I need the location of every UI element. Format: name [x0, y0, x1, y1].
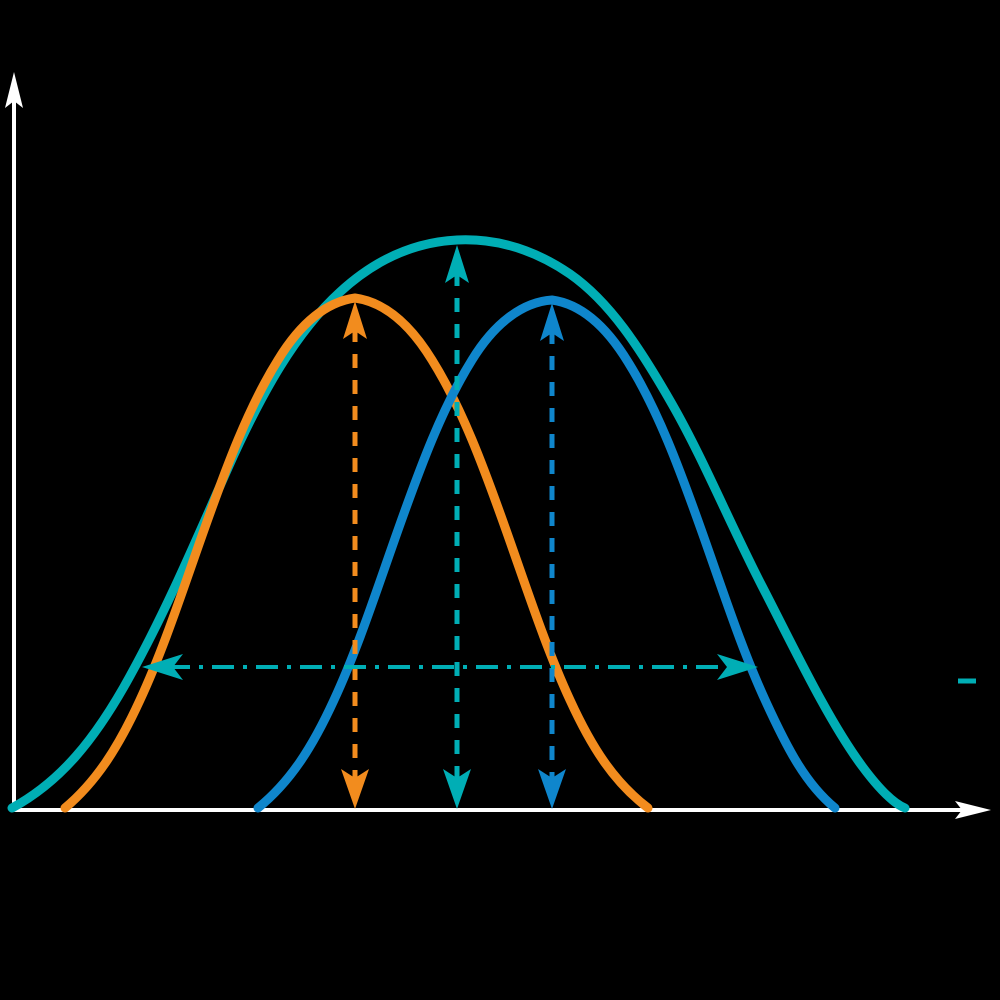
teal-height-arrowhead-up	[445, 245, 469, 283]
teal-height-arrow	[443, 245, 471, 809]
orange-height-arrowhead-up	[343, 301, 367, 339]
axes-group	[5, 72, 991, 819]
teal-height-arrowhead-down	[443, 769, 471, 809]
curve-component-a-orange	[60, 293, 653, 813]
height-annotations-group	[341, 245, 566, 809]
blue-height-arrow	[538, 303, 566, 809]
y-axis-arrowhead	[5, 72, 23, 108]
orange-height-arrowhead-down	[341, 769, 369, 809]
width-annotation-group	[142, 654, 758, 680]
x-axis-arrowhead	[955, 801, 991, 819]
width-arrowhead-left	[142, 654, 183, 680]
width-arrowhead-right	[717, 654, 758, 680]
blue-height-arrowhead-up	[540, 303, 564, 341]
blue-height-arrowhead-down	[538, 769, 566, 809]
curve-envelope-teal	[7, 235, 910, 813]
orange-height-arrow	[341, 301, 369, 809]
